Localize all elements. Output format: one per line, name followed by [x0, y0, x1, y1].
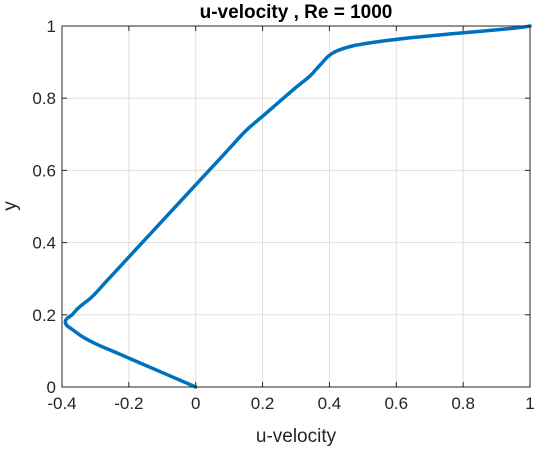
x-tick-label: 0: [191, 394, 200, 413]
x-tick-label: -0.4: [47, 394, 76, 413]
y-tick-label: 0.6: [32, 161, 56, 180]
x-tick-label: 0.6: [384, 394, 408, 413]
x-tick-label: 0.4: [318, 394, 342, 413]
x-tick-label: 0.8: [451, 394, 475, 413]
x-tick-label: -0.2: [114, 394, 143, 413]
y-tick-label: 1: [47, 17, 56, 36]
y-axis-label: y: [0, 201, 21, 211]
y-tick-label: 0.8: [32, 89, 56, 108]
y-tick-label: 0: [47, 378, 56, 397]
series-line-0: [63, 24, 532, 389]
y-tick-label: 0.4: [32, 234, 56, 253]
chart-title: u-velocity , Re = 1000: [200, 2, 393, 23]
plot-box: [61, 25, 531, 388]
ticks: -0.4 -0.2 0 0.2 0.4 0.6 0.8 1 0 0.2 0.4 0.6 0.8 1: [32, 17, 534, 413]
x-tick-label: 0.2: [251, 394, 275, 413]
y-tick-label: 0.2: [32, 306, 56, 325]
series-layer: [63, 24, 532, 389]
x-tick-label: 1: [525, 394, 534, 413]
x-axis-label: u-velocity: [256, 426, 337, 447]
grid: [61, 25, 531, 388]
